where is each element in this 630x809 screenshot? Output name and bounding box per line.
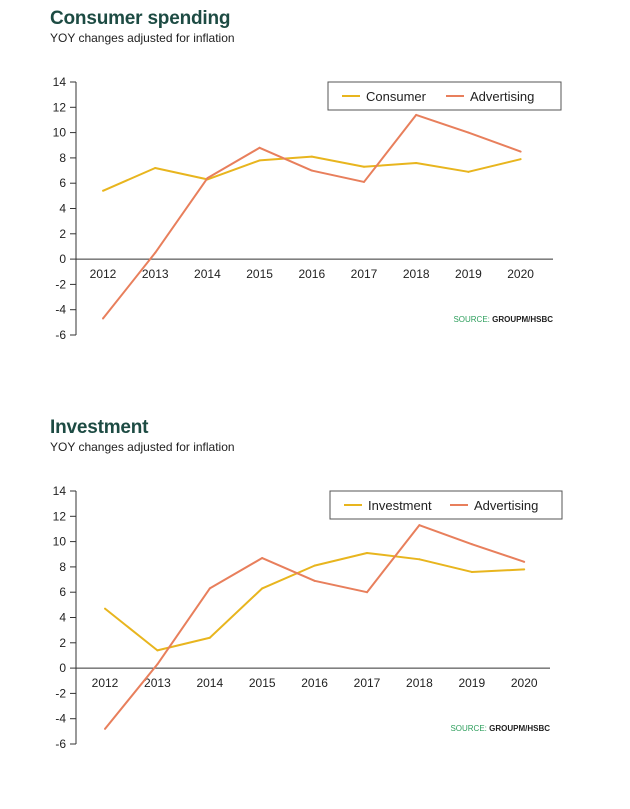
y-tick-label: 4 bbox=[59, 202, 66, 216]
data-point-investment bbox=[261, 587, 264, 590]
consumer-spending-panel: Consumer spending YOY changes adjusted f… bbox=[0, 0, 630, 390]
series-line-advertising bbox=[104, 524, 525, 730]
y-tick-label: 10 bbox=[53, 535, 67, 549]
consumer-spending-chart: 14 12 10 8 6 4 2 0 -2 -4 -6 2012 2013 2014 2015 2016 201… bbox=[53, 75, 562, 342]
x-tick-label: 2019 bbox=[455, 267, 482, 281]
x-tick-label: 2016 bbox=[301, 676, 328, 690]
x-tick-label: 2015 bbox=[246, 267, 273, 281]
data-point-consumer bbox=[363, 165, 365, 168]
data-point-consumer bbox=[154, 167, 157, 170]
data-point-advertising bbox=[310, 169, 313, 172]
y-tick-label: 6 bbox=[59, 585, 66, 599]
investment-panel: Investment YOY changes adjusted for infl… bbox=[0, 409, 630, 773]
data-point-advertising bbox=[258, 146, 261, 149]
data-point-advertising bbox=[363, 180, 365, 183]
source-name: GROUPM/HSBC bbox=[489, 724, 550, 733]
data-point-advertising bbox=[313, 579, 316, 582]
y-tick-label: 6 bbox=[59, 176, 66, 190]
data-point-investment bbox=[470, 570, 473, 573]
x-tick-label: 2020 bbox=[507, 267, 534, 281]
x-tick-label: 2012 bbox=[90, 267, 117, 281]
data-point-investment bbox=[156, 649, 159, 652]
legend-label-consumer: Consumer bbox=[366, 89, 427, 104]
data-point-advertising bbox=[104, 727, 106, 730]
data-point-advertising bbox=[366, 591, 368, 594]
source-credit: SOURCE: GROUPM/HSBC bbox=[453, 315, 553, 324]
data-point-investment bbox=[418, 558, 421, 561]
chart-subtitle: YOY changes adjusted for inflation bbox=[50, 440, 235, 454]
x-tick-label: 2017 bbox=[351, 267, 378, 281]
x-tick-label: 2013 bbox=[144, 676, 171, 690]
data-point-advertising bbox=[467, 131, 470, 134]
data-point-consumer bbox=[310, 155, 313, 158]
y-tick-label: -6 bbox=[55, 737, 66, 751]
x-tick-label: 2013 bbox=[142, 267, 169, 281]
y-tick-label: 10 bbox=[53, 126, 67, 140]
data-point-consumer bbox=[467, 170, 470, 173]
y-tick-label: 2 bbox=[59, 636, 66, 650]
legend-box bbox=[327, 81, 562, 111]
series-line-advertising bbox=[102, 113, 521, 320]
investment-chart: 14 12 10 8 6 4 2 0 -2 -4 -6 2012 2013 2014 2015 2016 201… bbox=[53, 484, 563, 751]
chart-subtitle: YOY changes adjusted for inflation bbox=[50, 31, 235, 45]
series-line-consumer bbox=[102, 155, 521, 192]
data-point-advertising bbox=[102, 317, 104, 320]
source-credit: SOURCE: GROUPM/HSBC bbox=[450, 724, 550, 733]
x-tick-label: 2017 bbox=[354, 676, 381, 690]
y-tick-label: 0 bbox=[59, 252, 66, 266]
x-tick-label: 2020 bbox=[511, 676, 538, 690]
data-point-advertising bbox=[523, 560, 526, 563]
source-label: SOURCE: bbox=[450, 724, 489, 733]
y-tick-label: 8 bbox=[59, 151, 66, 165]
y-tick-label: 12 bbox=[53, 100, 67, 114]
chart-title: Investment bbox=[50, 417, 149, 438]
y-tick-label: -6 bbox=[55, 328, 66, 342]
series-line-investment bbox=[104, 551, 525, 652]
data-point-advertising bbox=[206, 177, 209, 180]
y-tick-label: -4 bbox=[55, 303, 66, 317]
x-tick-label: 2016 bbox=[298, 267, 325, 281]
y-tick-label: 12 bbox=[53, 509, 67, 523]
y-tick-label: -2 bbox=[55, 686, 66, 700]
y-tick-label: 14 bbox=[53, 484, 67, 498]
data-point-investment bbox=[366, 551, 368, 554]
chart-title: Consumer spending bbox=[50, 8, 231, 29]
legend-label-investment: Investment bbox=[368, 498, 432, 513]
x-tick-label: 2018 bbox=[403, 267, 430, 281]
data-point-advertising bbox=[208, 587, 211, 590]
data-point-advertising bbox=[470, 543, 473, 546]
x-tick-label: 2015 bbox=[249, 676, 276, 690]
x-tick-label: 2019 bbox=[458, 676, 485, 690]
x-tick-label: 2014 bbox=[196, 676, 223, 690]
legend-box bbox=[329, 490, 563, 520]
y-tick-label: 8 bbox=[59, 560, 66, 574]
legend-label-advertising: Advertising bbox=[470, 89, 534, 104]
y-tick-label: 14 bbox=[53, 75, 67, 89]
data-point-investment bbox=[208, 636, 211, 639]
y-tick-label: 4 bbox=[59, 611, 66, 625]
source-label: SOURCE: bbox=[453, 315, 492, 324]
x-tick-label: 2014 bbox=[194, 267, 221, 281]
data-point-advertising bbox=[415, 113, 418, 116]
y-tick-label: -4 bbox=[55, 712, 66, 726]
data-point-consumer bbox=[415, 161, 418, 164]
data-point-investment bbox=[104, 607, 106, 610]
source-name: GROUPM/HSBC bbox=[492, 315, 553, 324]
x-tick-label: 2018 bbox=[406, 676, 433, 690]
data-point-consumer bbox=[519, 158, 522, 161]
data-point-consumer bbox=[102, 189, 104, 192]
data-point-consumer bbox=[258, 159, 261, 162]
x-tick-label: 2012 bbox=[92, 676, 119, 690]
data-point-advertising bbox=[156, 663, 159, 666]
data-point-advertising bbox=[418, 524, 421, 527]
y-tick-label: -2 bbox=[55, 277, 66, 291]
data-point-advertising bbox=[261, 557, 264, 560]
legend-label-advertising: Advertising bbox=[474, 498, 538, 513]
data-point-advertising bbox=[519, 150, 522, 153]
data-point-investment bbox=[523, 568, 526, 571]
y-tick-label: 0 bbox=[59, 661, 66, 675]
data-point-advertising bbox=[154, 251, 157, 254]
data-point-investment bbox=[313, 564, 316, 567]
y-tick-label: 2 bbox=[59, 227, 66, 241]
